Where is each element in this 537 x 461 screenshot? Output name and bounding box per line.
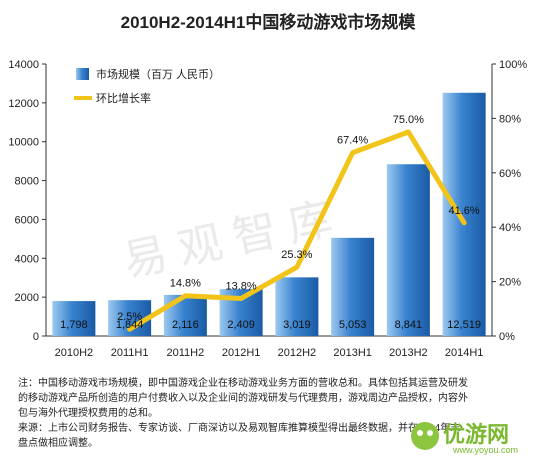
y-left-tick-label: 2000 bbox=[15, 292, 39, 304]
x-tick-label: 2010H2 bbox=[55, 347, 94, 359]
bar bbox=[386, 164, 430, 336]
logo-url: www.yoyou.com bbox=[452, 445, 518, 455]
y-right-tick-label: 100% bbox=[499, 59, 527, 71]
legend-bar-swatch bbox=[76, 68, 89, 80]
x-tick-label: 2012H2 bbox=[278, 347, 317, 359]
x-tick-label: 2013H2 bbox=[389, 347, 428, 359]
logo-mascot-icon bbox=[411, 422, 439, 450]
notes: 注：中国移动游戏市场规模，即中国游戏企业在移动游戏业务方面的营收总和。具体包括其… bbox=[18, 376, 528, 451]
y-left-tick-label: 0 bbox=[33, 331, 39, 343]
bar-value-label: 5,053 bbox=[339, 319, 367, 331]
x-tick-label: 2012H1 bbox=[222, 347, 261, 359]
y-left-tick-label: 10000 bbox=[8, 137, 39, 149]
watermark: 易观智库 bbox=[119, 191, 349, 287]
y-left-tick-label: 4000 bbox=[15, 253, 39, 265]
bar-value-label: 2,116 bbox=[172, 319, 199, 331]
y-left-tick-label: 14000 bbox=[8, 59, 39, 71]
logo: 优游网 www.yoyou.com bbox=[411, 422, 518, 455]
y-right-tick-label: 0% bbox=[499, 331, 515, 343]
growth-rate-label: 14.8% bbox=[170, 278, 201, 290]
y-left-tick-label: 12000 bbox=[8, 98, 39, 110]
bar bbox=[275, 277, 319, 336]
source-line: 来源：上市公司财务报告、专家访谈、厂商深访以及易观智库推算模型得出最终数据，并在… bbox=[18, 423, 461, 434]
y-right-tick-label: 20% bbox=[499, 277, 521, 289]
chart-title: 2010H2-2014H1中国移动游戏市场规模 bbox=[121, 12, 417, 32]
bar-value-label: 2,409 bbox=[227, 319, 255, 331]
growth-rate-label: 2.5% bbox=[117, 311, 142, 323]
growth-line-path bbox=[127, 129, 467, 332]
bar-value-label: 1,844 bbox=[116, 319, 144, 331]
x-tick-label: 2014H1 bbox=[445, 347, 484, 359]
source-line: 盘点做相应调整。 bbox=[18, 438, 98, 449]
note-line: 注：中国移动游戏市场规模，即中国游戏企业在移动游戏业务方面的营收总和。具体包括其… bbox=[18, 378, 468, 389]
bar-value-label: 12,519 bbox=[447, 319, 481, 331]
y-left-tick-label: 8000 bbox=[15, 176, 39, 188]
growth-rate-label: 25.3% bbox=[281, 249, 312, 261]
bar bbox=[52, 301, 96, 336]
logo-text: 优游网 bbox=[443, 422, 509, 448]
data-labels: 1,798 1,844 2,116 2,409 3,019 5,053 8,841 12,51… bbox=[60, 114, 481, 331]
bar-value-label: 8,841 bbox=[395, 319, 423, 331]
growth-line bbox=[127, 129, 467, 332]
axes: 0 2000 4000 6000 8000 10000 12000 14000 0% 20% 40%… bbox=[8, 59, 527, 359]
bar-value-label: 1,798 bbox=[60, 319, 88, 331]
bar bbox=[331, 237, 375, 336]
growth-rate-label: 75.0% bbox=[393, 114, 424, 126]
bars bbox=[52, 92, 486, 336]
bar bbox=[442, 92, 486, 336]
note-line: 包与海外代理授权费用的总和。 bbox=[18, 408, 158, 419]
growth-rate-label: 41.6% bbox=[449, 205, 480, 217]
y-left-tick-label: 6000 bbox=[15, 214, 39, 226]
legend-bar-label: 市场规模（百万 人民币） bbox=[96, 67, 220, 81]
legend-line-label: 环比增长率 bbox=[96, 91, 151, 105]
bar-value-label: 3,019 bbox=[283, 319, 311, 331]
y-right-tick-label: 40% bbox=[499, 222, 521, 234]
x-tick-label: 2011H2 bbox=[167, 347, 205, 359]
y-right-tick-label: 80% bbox=[499, 113, 521, 125]
note-line: 的移动游戏产品所创造的用户付费收入以及企业间的游戏研发与代理费用，游戏周边产品授… bbox=[18, 393, 468, 404]
legend: 市场规模（百万 人民币） 环比增长率 bbox=[74, 67, 220, 105]
x-tick-label: 2011H1 bbox=[111, 347, 149, 359]
growth-rate-label: 13.8% bbox=[226, 280, 257, 292]
y-right-tick-label: 60% bbox=[499, 168, 521, 180]
growth-rate-label: 67.4% bbox=[337, 135, 368, 147]
x-tick-label: 2013H1 bbox=[333, 347, 372, 359]
